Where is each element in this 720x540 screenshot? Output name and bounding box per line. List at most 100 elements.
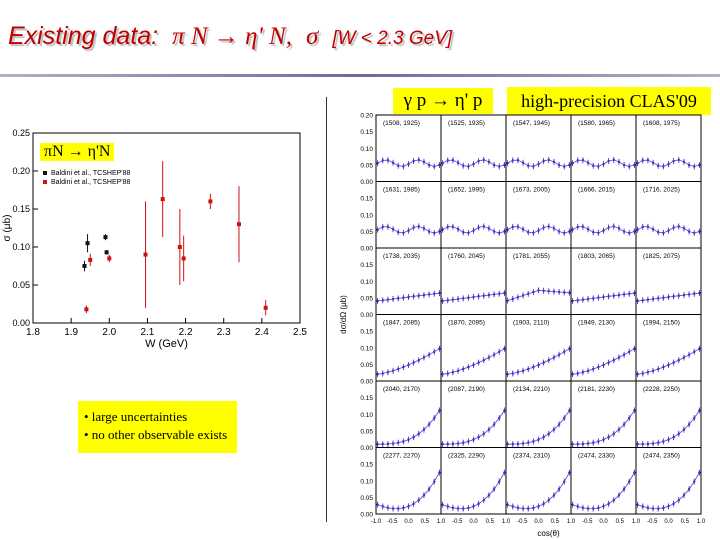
panel-label: (1716, 2025): [643, 187, 680, 194]
y-tick-label: 0.10: [360, 146, 373, 153]
pion-eta-prime-cross-section-chart: 1.8 1.9 2.0 2.1 2.2 2.3 2.4 2.5 0.00 0.05 0.10 0.15…: [2, 128, 307, 350]
legend-marker: [43, 180, 47, 184]
fit-curve: [507, 348, 570, 375]
y-tick-label: 0.20: [12, 166, 30, 176]
x-tick-label: 1.0: [502, 519, 511, 525]
clas-label: high-precision CLAS'09: [507, 87, 711, 115]
legend-entry: Baldini et al., TCSHEP'88: [51, 170, 131, 177]
clas-differential-cross-section-grid: 0.000.050.100.150.200.000.050.100.150.00…: [339, 113, 706, 539]
photoproduction-label: γ p → η' p: [393, 88, 493, 114]
data-point: [88, 257, 93, 262]
panel-label: (1525, 1935): [448, 120, 485, 127]
panel-label: (1949, 2130): [578, 320, 615, 327]
pion-reaction-label: πN → η'N: [40, 143, 115, 161]
panel-label: (2474, 2350): [643, 453, 680, 460]
panel-label: (1781, 2055): [513, 253, 550, 260]
x-axis-label: cos(θ): [537, 529, 560, 538]
fit-curve: [572, 159, 635, 167]
x-tick-label: 2.0: [102, 327, 116, 338]
fit-curve: [377, 159, 440, 167]
fit-curve: [637, 159, 700, 167]
panel-label: (2374, 2310): [513, 453, 550, 460]
panel-label: (1547, 1945): [513, 120, 550, 127]
panel-label: (2181, 2230): [578, 386, 615, 393]
data-point: [84, 307, 89, 312]
y-tick-label: 0.10: [360, 345, 373, 352]
y-tick-label: 0.05: [12, 280, 30, 290]
fit-curve: [377, 225, 440, 234]
y-tick-label: 0.25: [12, 128, 30, 138]
x-tick-label: 2.1: [140, 327, 154, 338]
y-axis-label: dσ/dΩ (μb): [339, 295, 348, 334]
x-tick-label: 1.0: [567, 519, 576, 525]
fit-curve: [507, 289, 570, 302]
fit-curve: [442, 410, 505, 445]
data-point: [103, 235, 108, 240]
note-item: • no other observable exists: [84, 427, 228, 442]
fit-curve: [442, 292, 505, 302]
panel-label: (2040, 2170): [383, 386, 420, 393]
x-tick-label: 0.5: [551, 519, 560, 525]
x-tick-label: -0.5: [517, 519, 528, 525]
x-tick-label: 0.5: [486, 519, 495, 525]
panel-label: (2134, 2210): [513, 386, 550, 393]
fit-curve: [637, 292, 700, 302]
fit-curve: [442, 159, 505, 167]
x-tick-label: 0.5: [616, 519, 625, 525]
x-tick-label: -0.5: [452, 519, 463, 525]
x-tick-label: -0.5: [582, 519, 593, 525]
x-tick-label: -0.5: [647, 519, 658, 525]
fit-curve: [572, 225, 635, 234]
data-point: [208, 199, 213, 204]
x-tick-label: 1.8: [26, 327, 40, 338]
y-tick-label: 0.15: [360, 395, 373, 402]
y-tick-label: 0.15: [360, 196, 373, 203]
data-point: [181, 256, 186, 261]
fit-curve: [442, 225, 505, 234]
x-tick-label: 0.0: [469, 519, 478, 525]
fit-curve: [572, 292, 635, 302]
panel-label: (1666, 2015): [578, 187, 615, 194]
x-tick-label: 1.9: [64, 327, 78, 338]
x-tick-label: 0.0: [404, 519, 413, 525]
y-tick-label: 0.20: [360, 113, 373, 120]
panel-label: (1508, 1925): [383, 120, 420, 127]
panel-label: (1994, 2150): [643, 320, 680, 327]
title-reaction: π N → η' N,: [172, 23, 292, 50]
y-tick-label: 0.15: [360, 129, 373, 136]
panel-label: (1652, 1995): [448, 187, 485, 194]
panel-label: (1903, 2110): [513, 320, 549, 327]
y-tick-label: 0.10: [360, 279, 373, 286]
fit-curve: [507, 225, 570, 234]
fit-curve: [637, 472, 700, 510]
panel-label: (1738, 2035): [383, 253, 420, 260]
fit-curve: [572, 410, 635, 445]
fit-curve: [572, 472, 635, 510]
x-tick-label: 2.2: [179, 327, 193, 338]
fit-curve: [377, 348, 440, 375]
fit-curve: [377, 472, 440, 510]
x-tick-label: 0.0: [664, 519, 673, 525]
x-tick-label: 2.3: [217, 327, 231, 338]
y-axis-label: σ (μb): [2, 215, 13, 242]
panel-label: (2228, 2250): [643, 386, 680, 393]
y-tick-label: 0.15: [360, 462, 373, 469]
y-tick-label: 0.10: [360, 412, 373, 419]
panel-label: (1760, 2045): [448, 253, 485, 260]
fit-curve: [377, 410, 440, 445]
x-tick-label: 0.5: [421, 519, 430, 525]
title-divider: [0, 74, 720, 77]
data-point: [82, 264, 87, 268]
slide-title: Existing data: π N → η' N, σ [W < 2.3 GeV]: [8, 22, 452, 51]
panel-label: (1825, 2075): [643, 253, 680, 260]
data-point: [177, 245, 182, 249]
panel-label: (1580, 1965): [578, 120, 615, 127]
panel-label: (1870, 2095): [448, 320, 485, 327]
fit-curve: [442, 348, 505, 375]
data-point: [85, 241, 90, 246]
x-tick-label: 0.0: [534, 519, 543, 525]
panel-label: (1631, 1985): [383, 187, 420, 194]
y-tick-label: 0.00: [360, 512, 373, 519]
y-tick-label: 0.15: [360, 262, 373, 269]
x-axis-label: W (GeV): [145, 338, 188, 350]
